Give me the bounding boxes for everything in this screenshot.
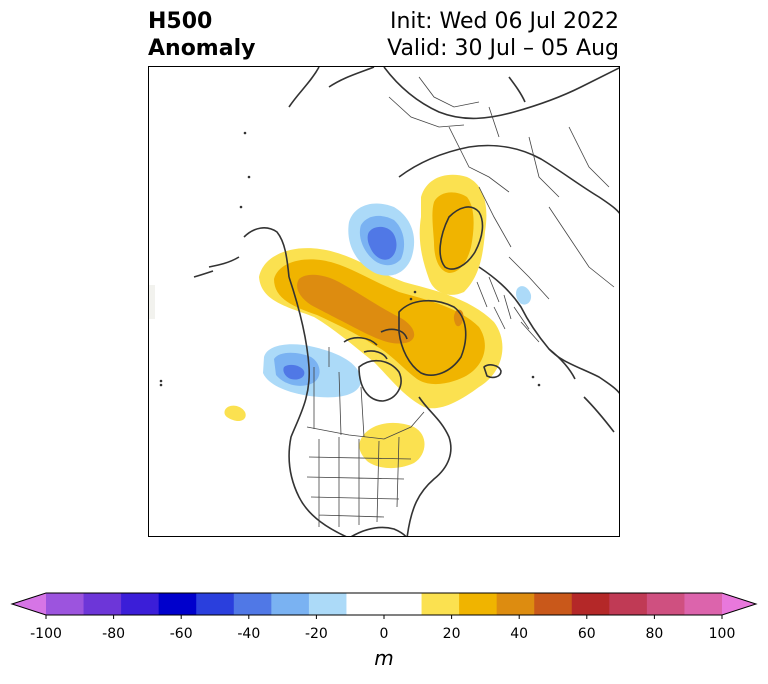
colorbar-segment [609,593,648,615]
na-west-coast [288,276,347,536]
us-canada-border [306,411,425,440]
east-asia-coast [383,67,619,120]
colorbar-segment [196,593,235,615]
valid-date: Valid: 30 Jul – 05 Aug [387,36,619,61]
negative-anomaly-east [516,286,532,305]
positive-anomaly-north-gold [432,192,474,273]
colorbar-segment [308,593,347,615]
colorbar-segment [46,593,85,615]
mediterranean [548,348,615,433]
political-borders [306,76,615,527]
kamchatka [288,67,375,108]
colorbar-tick-label: 0 [379,626,389,642]
positive-anomaly-south [359,422,425,469]
colorbar-graphic [10,592,758,619]
colorbar-segment [684,593,723,615]
colorbar-segment [121,593,160,615]
map-title: H500 Anomaly [148,8,255,62]
colorbar-segment [534,593,573,615]
colorbar-tick-label: -20 [304,626,328,642]
aleutians [193,256,240,278]
china-borders [388,76,480,128]
gulf-coast [350,526,407,536]
small-islands [159,131,541,387]
colorbar-segment [346,593,385,615]
colorbar-extend-max [722,593,756,615]
colorbar-tick-label: -60 [169,626,193,642]
colorbar-segment [384,593,423,615]
colorbar-unit: m [374,646,394,670]
na-east-coast [406,396,452,536]
colorbar-segment [571,593,610,615]
us-states [306,436,412,527]
colorbar-tick-label: 20 [442,626,461,642]
map-canvas [149,67,619,536]
japan [508,76,526,103]
colorbar-segment [233,593,272,615]
colorbar-segment [646,593,685,615]
asia-north-coast [398,144,619,215]
coastlines [193,67,619,536]
init-date: Init: Wed 06 Jul 2022 [389,9,619,34]
title-line-1: H500 [148,9,213,34]
colorbar-tick-label: 60 [577,626,596,642]
greenland [398,299,467,376]
date-info: Init: Wed 06 Jul 2022 Valid: 30 Jul – 05… [387,8,619,62]
colorbar-tick-label: 40 [510,626,529,642]
asia-borders [448,106,615,300]
colorbar-tick-label: 100 [708,626,736,642]
iceland [483,364,502,379]
edge-artifact [149,285,155,319]
colorbar-segment [158,593,197,615]
negative-anomaly-west-core [283,364,305,380]
colorbar-extend-min [12,593,46,615]
colorbar-tick-label: 80 [645,626,664,642]
positive-anomaly-small [224,405,246,422]
hudson-bay [358,359,402,402]
canada-provinces [313,347,365,438]
colorbar-segment [83,593,122,615]
colorbar [10,590,758,624]
negative-anomaly-north-core [367,226,397,260]
positive-anomaly-core [297,274,415,344]
colorbar-segment [496,593,535,615]
arctic-islands [343,328,408,360]
anomaly-map [148,66,620,537]
europe-borders [476,276,540,343]
colorbar-tick-label: -40 [237,626,261,642]
alaska-coast [243,227,290,278]
colorbar-segment [271,593,310,615]
colorbar-tick-label: -100 [30,626,62,642]
colorbar-tick-label: -80 [102,626,126,642]
title-line-2: Anomaly [148,36,256,61]
colorbar-segment [421,593,460,615]
scandinavia [439,206,484,270]
colorbar-segment [459,593,498,615]
